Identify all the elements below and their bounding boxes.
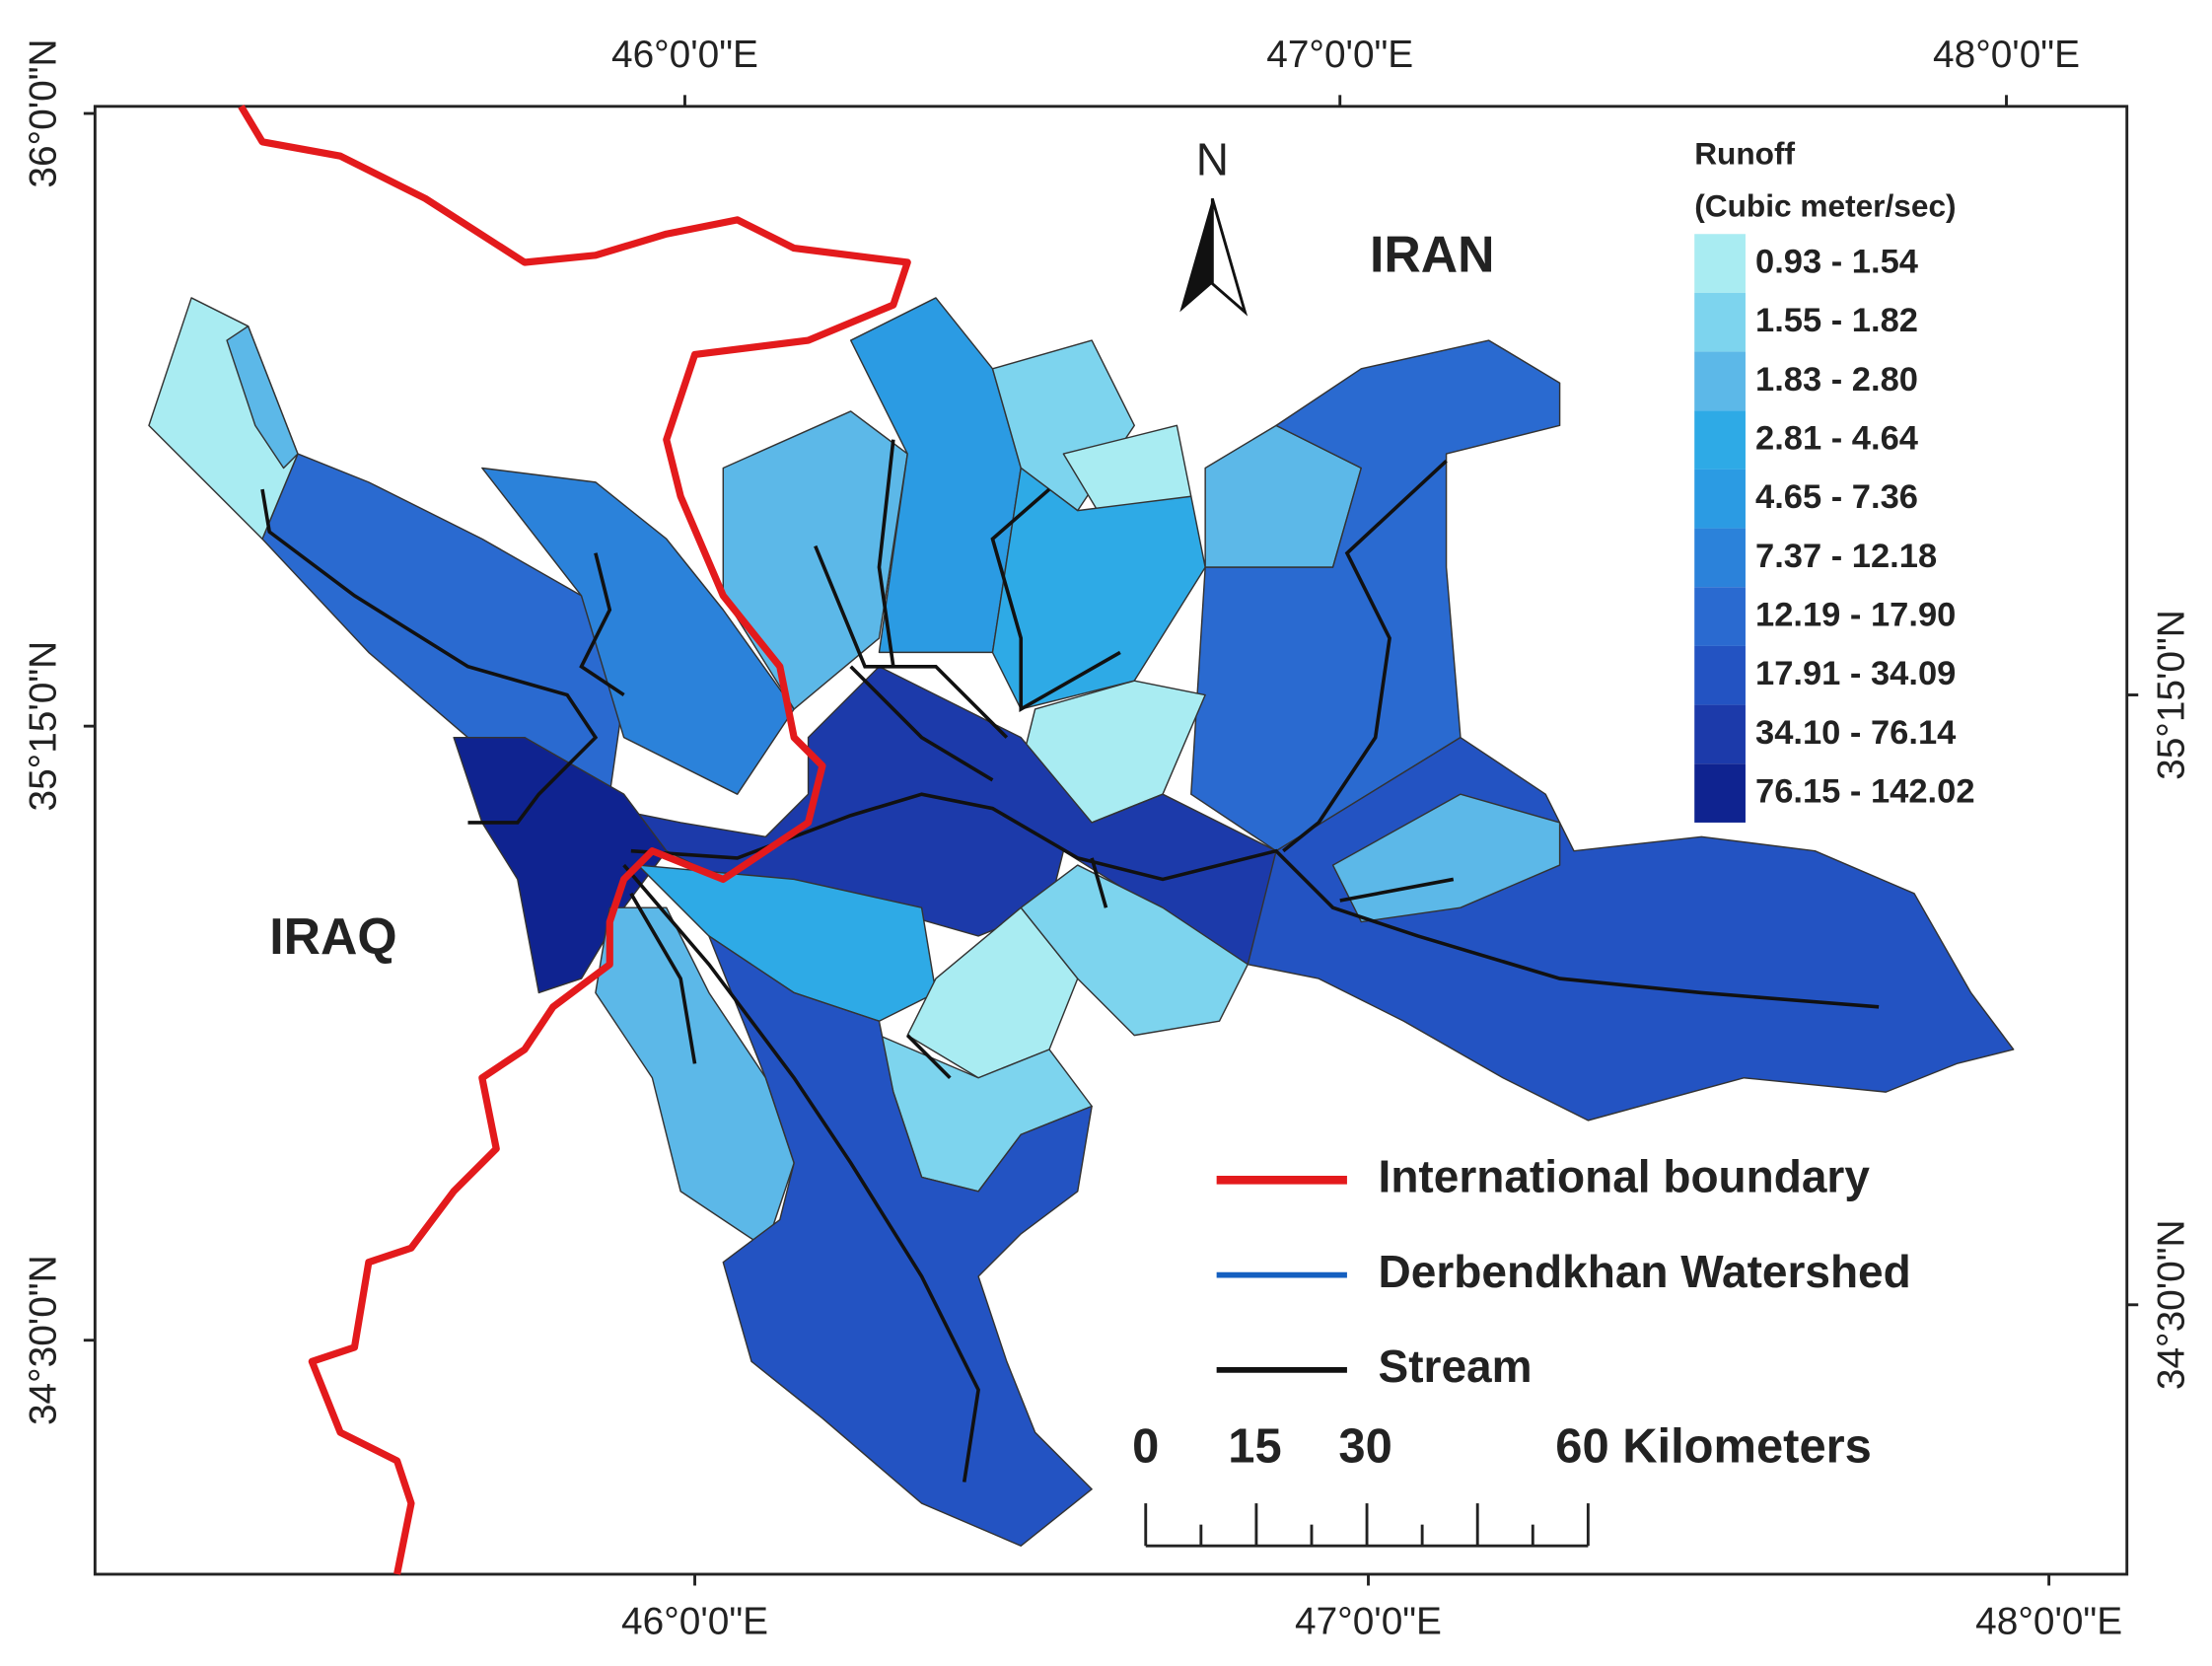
latitude-label: 35°15'0"N [22, 641, 64, 812]
legend-line-label: Derbendkhan Watershed [1379, 1246, 1911, 1297]
legend-title: Runoff [1694, 136, 1795, 172]
streams [260, 439, 1880, 1483]
legend-label: 76.15 - 142.02 [1755, 773, 1975, 811]
country-label: IRAQ [269, 907, 396, 965]
line-legend: International boundary Derbendkhan Waters… [1216, 1150, 1911, 1392]
latitude-label: 36°0'0"N [22, 38, 64, 187]
sub-basin [453, 736, 668, 994]
longitude-label: 46°0'0"E [611, 34, 758, 76]
legend-line-label: International boundary [1379, 1150, 1871, 1201]
north-arrow: N [1179, 134, 1249, 317]
legend-swatch [1694, 469, 1746, 529]
legend-swatch [1694, 587, 1746, 646]
latitude-label: 34°30'0"N [22, 1255, 64, 1425]
legend-label: 4.65 - 7.36 [1755, 478, 1918, 516]
scale-label: 60 Kilometers [1555, 1419, 1872, 1473]
sub-basin [991, 467, 1206, 710]
north-arrow-right [1210, 197, 1249, 317]
legend-swatch [1694, 234, 1746, 293]
longitude-label: 46°0'0"E [621, 1601, 768, 1643]
sub-basin [1190, 339, 1561, 852]
scale-bar: 0 15 30 60 Kilometers [1132, 1419, 1872, 1548]
legend-label: 0.93 - 1.54 [1755, 244, 1918, 281]
legend: 0.93 - 1.54 1.55 - 1.82 1.83 - 2.80 2.81 - … [1694, 234, 1975, 823]
sub-basin [595, 906, 795, 1249]
legend-swatch [1694, 704, 1746, 764]
legend-label: 7.37 - 12.18 [1755, 538, 1937, 575]
legend-subtitle: (Cubic meter/sec) [1694, 188, 1956, 224]
legend-line-label: Stream [1379, 1340, 1533, 1392]
legend-swatch [1694, 292, 1746, 352]
legend-label: 2.81 - 4.64 [1755, 420, 1918, 458]
north-arrow-left [1179, 198, 1213, 313]
legend-label: 1.55 - 1.82 [1755, 302, 1918, 339]
legend-label: 34.10 - 76.14 [1755, 714, 1956, 752]
longitude-label: 47°0'0"E [1266, 34, 1413, 76]
legend-swatch [1694, 351, 1746, 411]
graticule: 46°0'0"E 47°0'0"E 48°0'0"E 46°0'0"E 47°0'0"E… [22, 34, 2192, 1643]
scale-label: 0 [1132, 1419, 1159, 1473]
longitude-label: 48°0'0"E [1933, 34, 2080, 76]
latitude-label: 34°30'0"N [2150, 1219, 2192, 1390]
longitude-label: 48°0'0"E [1975, 1601, 2122, 1643]
legend-swatch [1694, 410, 1746, 470]
legend-swatch [1694, 528, 1746, 588]
legend-label: 1.83 - 2.80 [1755, 361, 1918, 398]
legend-label: 12.19 - 17.90 [1755, 597, 1956, 634]
country-label: IRAN [1370, 225, 1495, 282]
legend-swatch [1694, 645, 1746, 705]
international-boundary [238, 104, 911, 1575]
longitude-label: 47°0'0"E [1295, 1601, 1442, 1643]
sub-basin [1020, 864, 1249, 1037]
sub-basins [148, 297, 2015, 1547]
scale-label: 15 [1228, 1419, 1281, 1473]
scale-label: 30 [1338, 1419, 1391, 1473]
legend-label: 17.91 - 34.09 [1755, 655, 1956, 692]
sub-basin [1133, 736, 2015, 1122]
north-label: N [1196, 134, 1229, 185]
legend-swatch [1694, 763, 1746, 823]
sub-basin [226, 325, 299, 470]
latitude-label: 35°15'0"N [2150, 610, 2192, 780]
